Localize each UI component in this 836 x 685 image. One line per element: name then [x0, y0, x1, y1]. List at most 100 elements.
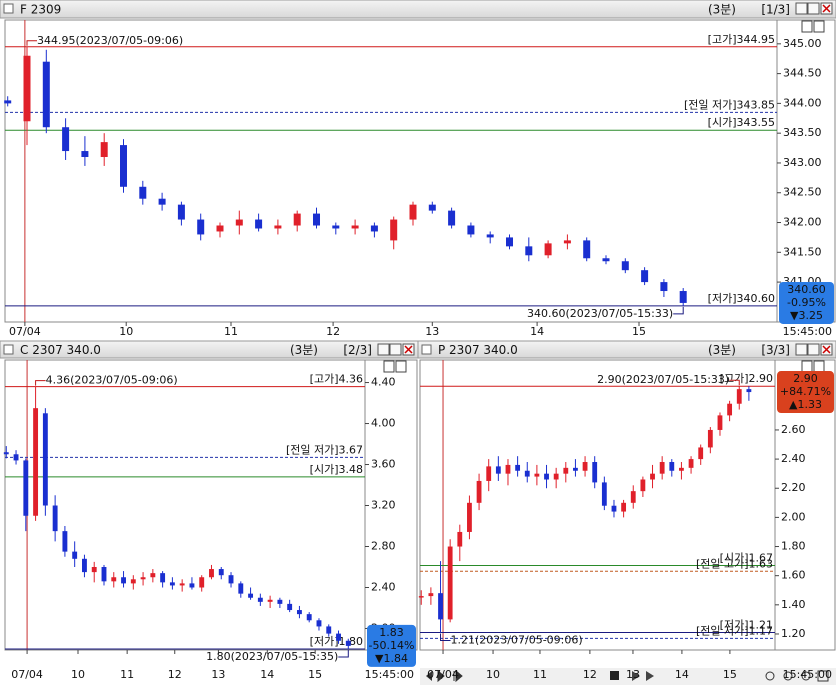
- y-axis-area: [776, 19, 836, 323]
- settings-button[interactable]: [795, 2, 808, 15]
- x-tick-label: 13: [211, 668, 225, 681]
- candle-body: [248, 593, 254, 598]
- reference-label: [저가]340.60: [708, 292, 775, 305]
- box-button[interactable]: [395, 360, 407, 373]
- candle-body: [582, 462, 588, 471]
- candle-body: [611, 505, 617, 512]
- reference-label: [전일 저가]3.67: [286, 442, 363, 456]
- annotation: 1.21(2023/07/05-09:06): [451, 634, 583, 647]
- y-tick-label: 4.00: [371, 417, 396, 430]
- reference-name: [시가]: [310, 463, 339, 476]
- reference-label: [전일 저가]343.85: [684, 97, 775, 111]
- fit-button[interactable]: [817, 670, 829, 682]
- reference-name: [저가]: [310, 635, 339, 648]
- candle-body: [101, 566, 107, 582]
- price-box: [367, 624, 416, 667]
- restore-button[interactable]: [389, 343, 402, 356]
- candle-body: [287, 603, 293, 611]
- y-tick-label: 2.60: [781, 423, 806, 436]
- y-axis-area: [364, 359, 418, 651]
- price-box-text: +84.71%: [780, 385, 831, 398]
- reference-value: 1.80: [339, 635, 364, 648]
- box-button[interactable]: [813, 20, 825, 33]
- candle-body: [418, 596, 424, 598]
- candle-body: [42, 61, 50, 128]
- candle-body: [23, 55, 31, 122]
- x-tick-label: 12: [168, 668, 182, 681]
- restore-button[interactable]: [807, 343, 820, 356]
- reference-value: 4.36: [339, 373, 364, 386]
- plot-area: [4, 359, 366, 651]
- reference-name: [고가]: [310, 373, 339, 386]
- play-button[interactable]: [437, 669, 463, 683]
- y-tick-label: 343.50: [783, 126, 822, 139]
- prev-button[interactable]: [426, 671, 432, 681]
- x-tick-label: 11: [120, 668, 134, 681]
- zoom-in[interactable]: [765, 671, 775, 681]
- y-tick-label: 344.00: [783, 96, 822, 109]
- log-button[interactable]: [801, 360, 813, 373]
- candle-body: [409, 204, 417, 220]
- annotation-arrow: [729, 379, 740, 386]
- candle-body: [698, 447, 704, 460]
- page-index: [1/3]: [761, 3, 790, 17]
- candle-body: [4, 100, 12, 104]
- zoom-out[interactable]: [783, 671, 793, 681]
- candle-body: [235, 219, 243, 226]
- candle-body: [274, 225, 282, 229]
- reference-name: [전일 저가]: [684, 97, 737, 111]
- restore-button[interactable]: [807, 2, 820, 15]
- reference-label: [저가]1.21: [720, 619, 773, 632]
- candle-body: [160, 573, 166, 583]
- annotation: 340.60(2023/07/05-15:33): [527, 307, 673, 320]
- settings-button[interactable]: [795, 343, 808, 356]
- x-tick-label: 11: [224, 325, 238, 338]
- y-tick-label: 2.80: [371, 540, 396, 553]
- candle-body: [3, 452, 9, 455]
- x-tick-label: 12: [326, 325, 340, 338]
- candle-body: [495, 466, 501, 474]
- candle-body: [476, 480, 482, 503]
- x-tick-label: 07/04: [427, 668, 459, 681]
- settings-button[interactable]: [377, 343, 390, 356]
- log-button[interactable]: [383, 360, 395, 373]
- y-tick-label: 344.50: [783, 67, 822, 80]
- y-tick-label: 3.60: [371, 458, 396, 471]
- x-tick-label: 15: [308, 668, 322, 681]
- x-tick-label: 15: [632, 325, 646, 338]
- candle-body: [81, 151, 89, 158]
- candle-body: [544, 243, 552, 256]
- candle-body: [150, 573, 156, 578]
- log-button[interactable]: [801, 20, 813, 33]
- candle-body: [158, 198, 166, 205]
- candle-body: [91, 566, 97, 573]
- annotation-arrow: [338, 649, 349, 658]
- stop-button[interactable]: [610, 671, 619, 680]
- candle-body: [326, 626, 332, 634]
- candle-body: [72, 551, 78, 559]
- candle-body: [390, 219, 398, 241]
- reference-value: 1.17: [749, 624, 774, 637]
- reference-label: [고가]2.90: [720, 372, 773, 385]
- toolbar: [420, 668, 836, 685]
- reference-label: [고가]4.36: [310, 373, 363, 386]
- candle-body: [438, 593, 443, 620]
- forward-button[interactable]: [632, 671, 654, 681]
- annotation: 4.36(2023/07/05-09:06): [46, 374, 178, 387]
- zoom-reset[interactable]: [801, 671, 811, 681]
- x-end-label: 15:45:00: [365, 668, 414, 681]
- candle-body: [515, 464, 521, 471]
- price-box-text: ▲1.33: [789, 398, 822, 411]
- candle-body: [447, 546, 453, 620]
- panel-icon: [421, 344, 432, 355]
- candle-body: [197, 219, 205, 235]
- reference-name: [고가]: [720, 372, 749, 385]
- x-tick-label: 14: [675, 668, 689, 681]
- y-tick-label: 342.00: [783, 216, 822, 229]
- y-tick-label: 3.20: [371, 499, 396, 512]
- box-button[interactable]: [813, 360, 825, 373]
- candle-body: [42, 413, 48, 506]
- reference-name: [저가]: [708, 292, 737, 305]
- candle-body: [120, 145, 128, 187]
